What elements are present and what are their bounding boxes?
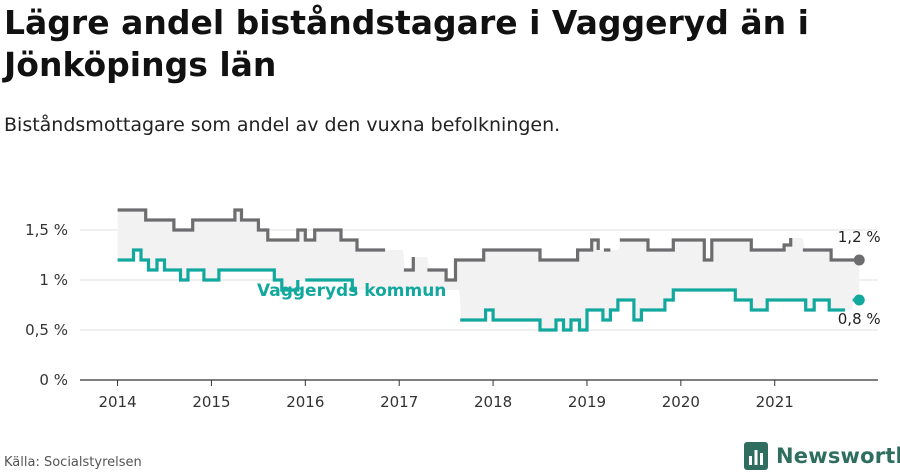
y-tick-label: 0 % xyxy=(39,371,68,389)
region-series-line xyxy=(802,248,860,262)
municipality-series-name: Vaggeryds kommun xyxy=(257,281,446,301)
brand-logo: Newsworthy xyxy=(744,441,900,471)
chart-subtitle: Biståndsmottagare som andel av den vuxna… xyxy=(4,114,561,136)
y-tick-label: 1 % xyxy=(39,271,68,289)
region-series-line xyxy=(619,238,793,262)
brand-name: Newsworthy xyxy=(776,444,900,468)
x-tick-label: 2018 xyxy=(474,393,512,411)
region-series-line xyxy=(403,257,415,272)
y-tick-label: 0,5 % xyxy=(25,321,68,339)
x-tick-label: 2015 xyxy=(192,393,230,411)
region-series-line xyxy=(427,238,600,282)
x-tick-label: 2021 xyxy=(756,393,794,411)
y-tick-label: 1,5 % xyxy=(25,221,68,239)
x-tick-label: 2019 xyxy=(568,393,606,411)
chart-title: Lägre andel biståndstagare i Vaggeryd än… xyxy=(4,3,809,84)
municipality-series-line xyxy=(305,278,357,292)
region-series-line xyxy=(117,208,386,252)
x-tick-label: 2020 xyxy=(662,393,700,411)
municipality-end-label: 0,8 % xyxy=(838,310,881,328)
source-note: Källa: Socialstyrelsen xyxy=(4,455,142,470)
region-end-dot xyxy=(853,254,865,266)
newsworthy-logo-icon xyxy=(744,442,768,470)
x-tick-label: 2017 xyxy=(380,393,418,411)
x-tick-label: 2014 xyxy=(98,393,136,411)
region-end-label: 1,2 % xyxy=(838,228,881,246)
difference-band xyxy=(117,210,860,330)
municipality-end-dot xyxy=(853,294,865,306)
x-tick-label: 2016 xyxy=(286,393,324,411)
municipality-series-line xyxy=(117,248,300,292)
municipality-series-line xyxy=(460,288,846,332)
